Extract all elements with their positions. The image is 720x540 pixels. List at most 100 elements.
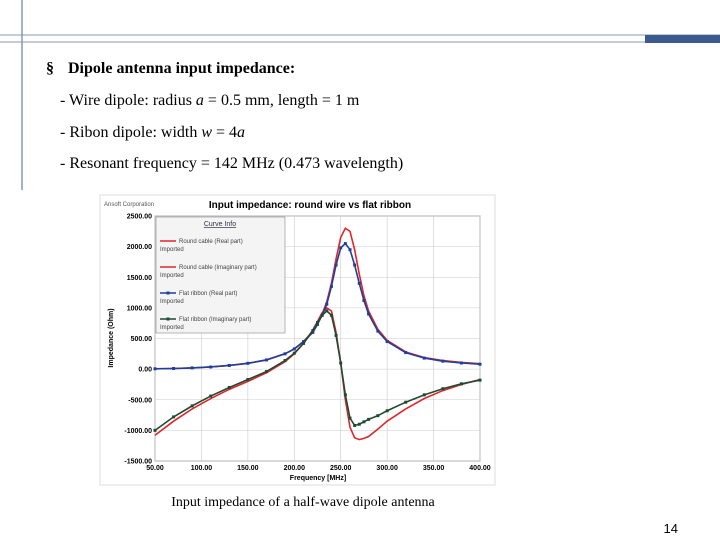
decor-bar [645,35,720,43]
y-tick-label: 500.00 [131,336,153,343]
item: - Wire dipole: radius a = 0.5 mm, length… [60,92,360,109]
company: Ansoft Corporation [104,202,154,208]
marker [311,329,315,333]
marker [339,246,343,250]
y-axis-label: Impedance (Ohm) [108,308,115,367]
marker [385,409,389,413]
heading: Dipole antenna input impedance: [68,60,295,77]
legend-label: Round cable (Imaginary part) [179,265,257,271]
x-tick-label: 150.00 [237,465,259,472]
y-tick-label: 2000.00 [127,244,152,251]
marker [357,281,361,285]
marker [404,351,408,355]
marker [329,284,333,288]
x-tick-label: 350.00 [423,465,445,472]
item-text: a [196,92,204,109]
legend-marker [166,317,170,321]
marker [227,363,231,367]
x-axis-label: Frequency [MHz] [290,475,346,482]
marker [343,393,347,397]
marker [292,351,296,355]
legend-label: Round cable (Real part) [179,239,243,245]
marker [348,248,352,252]
item-text: - Ribon dipole: width [60,124,201,141]
y-tick-label: 2500.00 [127,214,152,221]
marker [422,393,426,397]
series-line [154,306,481,441]
legend-source: Imported [160,273,184,279]
legend-source: Imported [160,325,184,331]
marker [422,356,426,360]
item-text: = 4 [212,124,237,141]
marker [325,309,329,313]
marker [325,302,329,306]
y-tick-label: 0.00 [138,367,152,374]
marker [209,394,213,398]
y-tick-label: 1500.00 [127,275,152,282]
marker [302,341,306,345]
marker [283,352,287,356]
legend-box [155,216,286,334]
page-number: 14 [664,521,678,536]
marker [441,387,445,391]
marker [153,367,157,371]
y-tick-label: -1500.00 [124,459,152,466]
marker [385,340,389,344]
marker [376,329,380,333]
marker [264,370,268,374]
marker [478,378,482,382]
marker [376,414,380,418]
marker [153,428,157,432]
marker [190,366,194,370]
marker [362,420,366,424]
marker [353,423,357,427]
bullet: § [46,60,54,77]
marker [246,378,250,382]
x-tick-label: 400.00 [469,465,491,472]
item-text: = 0.5 mm, length = 1 m [204,92,360,109]
marker [209,365,213,369]
item: - Ribon dipole: width w = 4a [60,124,245,141]
x-tick-label: 200.00 [284,465,306,472]
marker [459,382,463,386]
legend-source: Imported [160,247,184,253]
y-tick-label: 1000.00 [127,305,152,312]
marker [227,386,231,389]
item-text: w [201,124,212,141]
marker [367,312,371,316]
marker [316,322,319,326]
chart: -1500.00 -1000.00 -500.00 0.00 500.00 1000.00… [124,214,490,473]
legend-label: Flat ribbon (Real part) [179,291,237,297]
marker [343,242,347,246]
marker [316,321,319,325]
x-tick-label: 300.00 [376,465,398,472]
chart-title: Input impedance: round wire vs flat ribb… [209,200,411,211]
item-text: a [237,124,245,141]
marker [478,362,482,366]
marker [459,361,463,365]
legend-source: Imported [160,299,184,305]
item: - Resonant frequency = 142 MHz (0.473 wa… [60,155,403,172]
marker [302,340,306,344]
marker [320,313,324,317]
marker [441,359,445,363]
x-tick-label: 100.00 [191,465,213,472]
series-line [154,309,481,432]
legend-title: Curve Info [204,221,236,228]
marker [362,299,366,303]
marker [348,416,352,420]
marker [283,359,287,363]
marker [404,400,408,404]
marker [357,422,361,426]
marker [311,330,315,334]
y-tick-label: -1000.00 [124,428,152,435]
y-tick-label: -500.00 [128,397,152,404]
marker [367,417,371,421]
item-text: - Wire dipole: radius [60,92,196,109]
marker [353,263,357,267]
marker [292,347,296,351]
marker [264,358,268,362]
marker [334,333,338,337]
marker [329,313,333,317]
